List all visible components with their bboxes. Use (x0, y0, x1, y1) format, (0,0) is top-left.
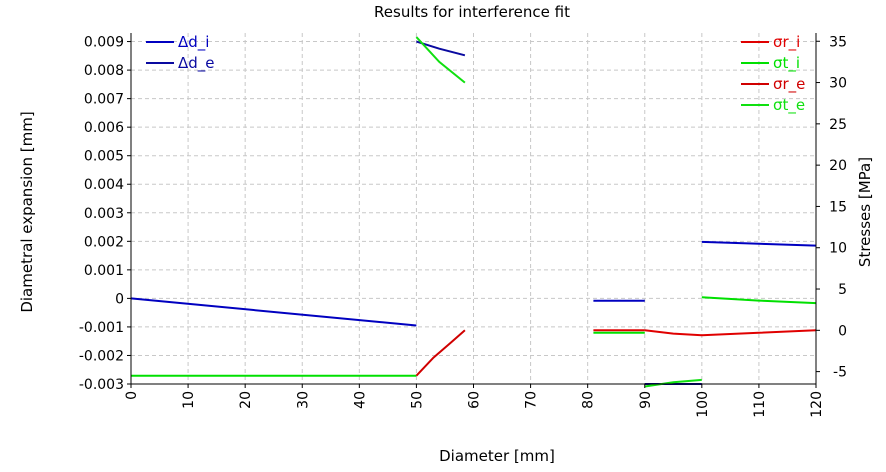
x-tick-label: 20 (238, 391, 254, 409)
y-left-tick-label: 0.004 (84, 177, 124, 193)
y-left-tick-label: 0.009 (84, 35, 124, 51)
x-tick-label: 70 (524, 391, 540, 409)
x-tick-label: 120 (809, 391, 825, 418)
y-left-tick-label: 0.003 (84, 206, 124, 222)
x-tick-label: 110 (752, 391, 768, 418)
legend-label: Δd_i (178, 33, 209, 52)
y-left-tick-label: 0.002 (84, 234, 124, 250)
y-left-tick-label: -0.001 (79, 320, 124, 336)
y-left-tick-label: 0 (115, 291, 124, 307)
x-tick-label: 90 (638, 391, 654, 409)
x-tick-label: 100 (695, 391, 711, 418)
y-right-tick-label: 0 (838, 323, 847, 339)
y-left-tick-label: -0.003 (79, 377, 124, 393)
y-axis-left-label: Diametral expansion [mm] (18, 111, 36, 312)
series-line--r-i (644, 329, 817, 337)
x-tick-label: 10 (181, 391, 197, 409)
legend-label: σt_i (773, 54, 800, 73)
y-right-tick-label: 25 (829, 117, 847, 133)
y-right-tick-label: 20 (829, 158, 847, 174)
legend-label: σt_e (773, 96, 805, 115)
legend-label: σr_e (773, 75, 805, 94)
axes: 0 10 20 30 40 50 60 70 80 90 100 110 1200.0090.0080.… (79, 33, 847, 418)
x-tick-label: 80 (581, 391, 597, 409)
legend-label: σr_i (773, 33, 800, 52)
series-line--d-i (701, 240, 817, 247)
series-line--d-i (130, 297, 417, 327)
y-axis-right-label: Stresses [MPa] (856, 157, 874, 267)
y-right-tick-label: 5 (838, 282, 847, 298)
x-axis-label: Diameter [mm] (439, 447, 555, 465)
chart-title: Results for interference fit (374, 3, 570, 21)
grid (130, 33, 817, 385)
y-right-tick-label: 30 (829, 76, 847, 92)
x-tick-label: 50 (409, 391, 425, 409)
legend-label: Δd_e (178, 54, 215, 73)
y-right-tick-label: 10 (829, 241, 847, 257)
x-tick-label: 30 (295, 391, 311, 409)
x-tick-label: 60 (467, 391, 483, 409)
x-tick-label: 0 (124, 391, 140, 400)
x-tick-label: 40 (352, 391, 368, 409)
y-left-tick-label: 0.006 (84, 120, 124, 136)
series-line--t-e (415, 36, 466, 84)
y-left-tick-label: 0.001 (84, 263, 124, 279)
y-right-tick-label: 35 (829, 34, 847, 50)
y-right-tick-label: -5 (833, 365, 847, 381)
y-left-tick-label: 0.007 (84, 92, 124, 108)
legend: Δd_i Δd_e σr_i σt_i σr_e σt_e (146, 33, 805, 115)
y-left-tick-label: 0.008 (84, 63, 124, 79)
series-line--t-i (701, 296, 817, 305)
y-left-tick-label: 0.005 (84, 149, 124, 165)
series-line--r-e (415, 329, 466, 377)
y-right-tick-label: 15 (829, 199, 847, 215)
series-line--t-e (644, 378, 702, 388)
y-left-tick-label: -0.002 (79, 348, 124, 364)
